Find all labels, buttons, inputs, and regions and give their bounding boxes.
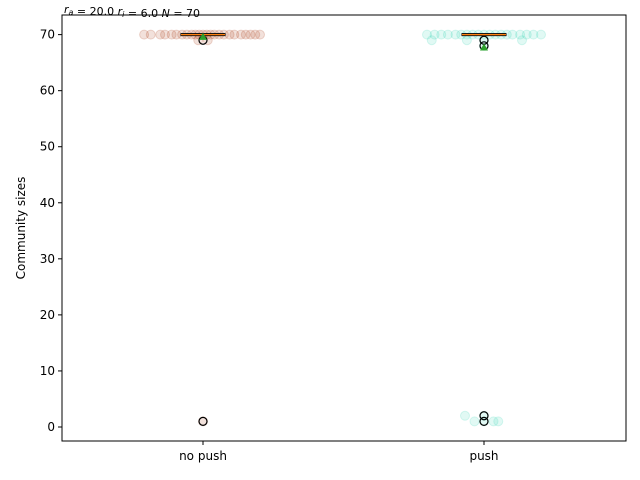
series-no-push — [139, 29, 265, 427]
x-tick-label: no push — [179, 449, 227, 463]
mean-marker — [480, 43, 488, 51]
y-tick-label: 60 — [40, 84, 55, 98]
data-point — [507, 29, 518, 40]
data-point — [493, 416, 504, 427]
plot-frame — [61, 14, 627, 442]
data-point — [442, 29, 453, 40]
data-point — [245, 29, 256, 40]
data-point — [521, 29, 532, 40]
data-point — [250, 29, 261, 40]
data-point — [160, 29, 170, 40]
data-point — [460, 410, 470, 421]
y-tick-label: 70 — [40, 28, 55, 42]
data-point — [426, 35, 437, 46]
data-point — [139, 29, 150, 40]
outlier-marker — [479, 416, 489, 426]
data-point — [145, 29, 156, 40]
y-axis-label: Community sizes — [14, 177, 28, 280]
y-axis: 0 10 20 30 40 50 60 70 — [40, 28, 62, 434]
x-tick-label: push — [469, 449, 498, 463]
data-point — [166, 29, 177, 40]
data-point — [450, 29, 461, 40]
data-point — [517, 35, 527, 46]
data-point — [229, 29, 240, 40]
mean-marker — [199, 32, 207, 40]
y-tick-label: 20 — [40, 308, 55, 322]
data-point — [236, 29, 246, 40]
x-axis: no push push — [179, 441, 499, 463]
y-tick-label: 0 — [47, 420, 55, 434]
data-point — [536, 29, 546, 40]
data-point — [255, 29, 265, 40]
chart-title-group: ra = 20.0 ri = 6.0 N = 70 — [64, 3, 200, 20]
outlier-marker — [198, 416, 208, 426]
y-tick-label: 30 — [40, 252, 55, 266]
data-point — [515, 29, 526, 40]
data-point — [240, 29, 251, 40]
chart-title: ra = 20.0 ri = 6.0 N = 70 — [64, 3, 200, 20]
plot-area — [61, 14, 627, 442]
data-point — [155, 29, 166, 40]
outlier-marker — [479, 411, 489, 421]
data-point — [461, 35, 472, 46]
data-point — [436, 29, 447, 40]
y-tick-label: 10 — [40, 364, 55, 378]
data-point — [528, 29, 539, 40]
data-point — [469, 416, 480, 427]
data-point — [429, 29, 440, 40]
data-point — [422, 29, 432, 40]
y-tick-label: 50 — [40, 140, 55, 154]
y-tick-label: 40 — [40, 196, 55, 210]
data-point — [488, 416, 499, 427]
series-push — [422, 29, 546, 427]
